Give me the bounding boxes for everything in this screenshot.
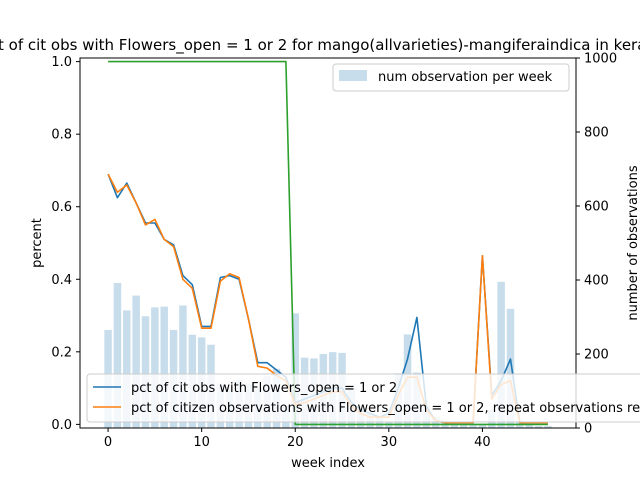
bar <box>160 306 168 428</box>
bar <box>151 307 159 428</box>
bar <box>450 424 459 428</box>
y-right-tick-label: 800 <box>584 126 609 141</box>
legend-line-label-0: pct of cit obs with Flowers_open = 1 or … <box>131 381 397 396</box>
chart-title: pct of cit obs with Flowers_open = 1 or … <box>0 36 640 55</box>
bar <box>525 424 533 428</box>
y-right-tick-label: 0 <box>584 422 592 437</box>
y-left-tick-label: 0.6 <box>51 200 72 215</box>
bar <box>132 295 140 428</box>
x-tick-label: 30 <box>381 435 398 450</box>
series-line-2 <box>108 60 548 426</box>
y-right-tick-label: 200 <box>584 348 609 363</box>
bar <box>123 310 131 428</box>
y-right-axis-label: number of observations <box>626 165 640 320</box>
x-tick-label: 0 <box>104 435 112 450</box>
y-right-tick-label: 1000 <box>584 52 617 67</box>
legend-bars-label: num observation per week <box>378 70 553 85</box>
y-left-axis-ticks: 0.0 0.2 0.4 0.6 0.8 1.0 <box>51 55 80 433</box>
y-left-axis-label: percent <box>30 218 45 268</box>
y-left-tick-label: 0.2 <box>51 345 72 360</box>
bar <box>497 281 505 428</box>
bar <box>113 282 122 428</box>
legend-bars: num observation per week <box>332 63 570 92</box>
bar <box>544 426 552 428</box>
legend-bars-box <box>332 63 570 92</box>
bar <box>291 313 299 428</box>
bar <box>506 308 515 428</box>
x-tick-label: 10 <box>193 435 210 450</box>
y-left-tick-label: 1.0 <box>51 55 72 70</box>
y-left-tick-label: 0.8 <box>51 128 72 143</box>
x-axis-ticks: 0 10 20 30 40 <box>104 428 491 450</box>
y-right-tick-label: 600 <box>584 200 609 215</box>
legend-line-label-1: pct of citizen observations with Flowers… <box>131 401 640 416</box>
bar <box>469 424 477 428</box>
bar <box>385 422 393 428</box>
legend-bars-swatch <box>339 70 367 81</box>
bar <box>478 424 487 428</box>
bar <box>179 305 187 428</box>
legend-lines-box <box>86 373 640 423</box>
bar <box>459 424 468 428</box>
x-tick-label: 40 <box>474 435 491 450</box>
y-left-tick-label: 0.0 <box>51 418 72 433</box>
x-tick-label: 20 <box>287 435 304 450</box>
y-right-tick-label: 400 <box>584 274 609 289</box>
y-left-tick-label: 0.4 <box>51 273 72 288</box>
x-axis-label: week index <box>291 456 365 471</box>
plot-frame <box>79 57 577 429</box>
bar <box>141 316 150 428</box>
y-right-axis-ticks: 0 200 400 600 800 1000 <box>576 52 617 437</box>
legend-lines: pct of cit obs with Flowers_open = 1 or … <box>86 373 640 423</box>
bar <box>534 426 543 428</box>
